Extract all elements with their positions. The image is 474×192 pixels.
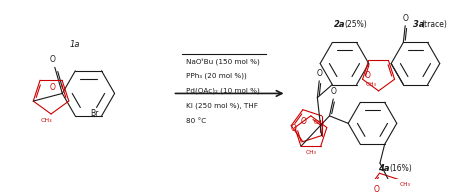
Text: O: O <box>50 55 56 64</box>
Text: O: O <box>330 87 336 96</box>
Text: O: O <box>402 14 408 23</box>
Text: 80 °C: 80 °C <box>186 118 206 124</box>
Text: CH₃: CH₃ <box>400 182 411 187</box>
Text: O: O <box>316 69 322 78</box>
Text: PPh₃ (20 mol %)): PPh₃ (20 mol %)) <box>186 73 246 79</box>
Text: Pd(OAc)₂ (10 mol %): Pd(OAc)₂ (10 mol %) <box>186 88 259 94</box>
Text: 4a: 4a <box>378 164 390 173</box>
Text: (25%): (25%) <box>344 20 367 29</box>
Text: NaOᵗBu (150 mol %): NaOᵗBu (150 mol %) <box>186 58 259 65</box>
Text: CH₃: CH₃ <box>306 150 317 155</box>
Text: O: O <box>301 117 307 126</box>
Text: O: O <box>365 71 370 80</box>
Text: O: O <box>374 185 380 192</box>
Text: 1a: 1a <box>69 40 80 49</box>
Text: (trace): (trace) <box>421 20 447 29</box>
Text: CH₃: CH₃ <box>41 118 52 123</box>
Text: Br: Br <box>91 109 99 118</box>
Text: O: O <box>50 83 55 92</box>
Text: (16%): (16%) <box>389 164 412 173</box>
Text: 2a: 2a <box>334 20 346 29</box>
Text: O: O <box>291 123 297 132</box>
Text: CH₃: CH₃ <box>365 82 376 87</box>
Text: KI (250 mol %), THF: KI (250 mol %), THF <box>186 103 257 109</box>
Text: 3a: 3a <box>412 20 424 29</box>
Text: CH₃: CH₃ <box>313 120 324 125</box>
